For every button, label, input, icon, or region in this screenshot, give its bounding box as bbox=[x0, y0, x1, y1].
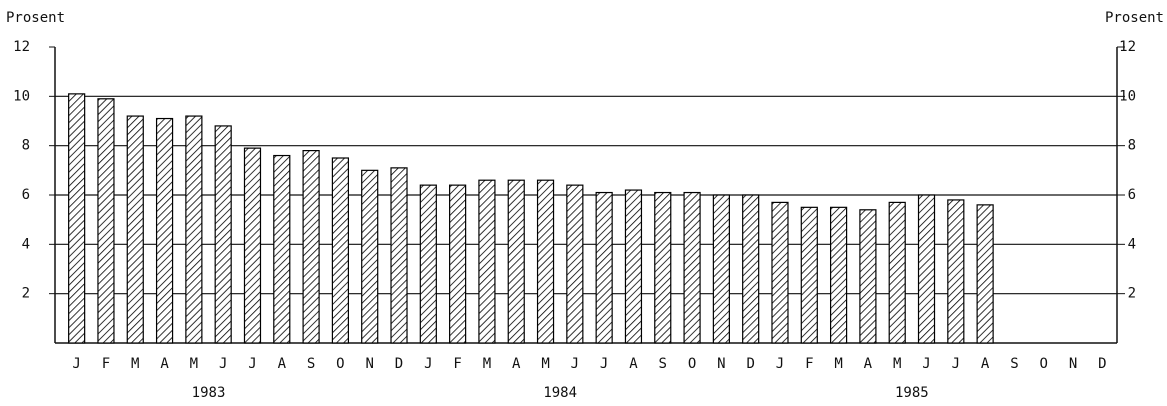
bar bbox=[419, 184, 437, 344]
x-tick-label: M bbox=[541, 356, 549, 372]
bar bbox=[155, 117, 174, 344]
bar bbox=[742, 194, 760, 344]
bar bbox=[331, 157, 350, 344]
x-tick-label: A bbox=[981, 356, 990, 372]
x-tick-label: D bbox=[746, 356, 754, 372]
bar bbox=[947, 199, 965, 344]
x-tick-label: O bbox=[1040, 356, 1048, 372]
y-tick-label: 6 bbox=[22, 187, 30, 203]
x-tick-label: N bbox=[717, 356, 725, 372]
x-tick-label: S bbox=[659, 356, 667, 372]
bar bbox=[976, 204, 994, 344]
y-tick-label: 12 bbox=[13, 39, 30, 55]
bar bbox=[595, 191, 613, 344]
bar bbox=[624, 189, 643, 344]
bar bbox=[712, 194, 730, 344]
x-tick-label: D bbox=[395, 356, 403, 372]
bar bbox=[449, 184, 467, 344]
bar bbox=[185, 115, 203, 344]
bar bbox=[478, 179, 496, 344]
x-tick-label: D bbox=[1098, 356, 1106, 372]
bar bbox=[566, 184, 584, 344]
x-tick-label: M bbox=[190, 356, 198, 372]
bar bbox=[68, 93, 86, 344]
x-tick-label: N bbox=[1069, 356, 1077, 372]
bar bbox=[243, 147, 262, 344]
bar bbox=[654, 191, 672, 344]
bar bbox=[97, 98, 115, 344]
x-tick-label: J bbox=[922, 356, 930, 372]
x-tick-label: O bbox=[688, 356, 696, 372]
bar bbox=[888, 201, 906, 344]
x-tick-label: J bbox=[600, 356, 608, 372]
x-tick-label: F bbox=[102, 356, 110, 372]
x-tick-label: S bbox=[1010, 356, 1018, 372]
y2-tick-label: 4 bbox=[1128, 236, 1136, 252]
x-tick-label: A bbox=[278, 356, 287, 372]
x-tick-label: M bbox=[893, 356, 901, 372]
x-tick-label: A bbox=[629, 356, 638, 372]
bar bbox=[214, 125, 232, 344]
bar bbox=[126, 115, 144, 344]
bar bbox=[273, 154, 291, 344]
bar bbox=[917, 194, 936, 344]
year-label: 1984 bbox=[543, 385, 577, 401]
x-tick-label: A bbox=[512, 356, 521, 372]
x-tick-label: J bbox=[776, 356, 784, 372]
bar bbox=[800, 206, 818, 344]
y-tick-label: 4 bbox=[22, 236, 30, 252]
y2-tick-label: 10 bbox=[1119, 88, 1136, 104]
x-tick-label: J bbox=[248, 356, 256, 372]
x-tick-label: N bbox=[365, 356, 373, 372]
bar bbox=[507, 179, 525, 344]
x-tick-label: J bbox=[72, 356, 80, 372]
bar bbox=[771, 201, 789, 344]
x-tick-label: J bbox=[952, 356, 960, 372]
bar bbox=[683, 191, 701, 344]
y-tick-label: 8 bbox=[22, 138, 30, 154]
bar bbox=[361, 169, 379, 344]
y-axis-label: Prosent bbox=[6, 10, 65, 26]
year-label: 1983 bbox=[192, 385, 226, 401]
bar bbox=[536, 179, 555, 344]
y2-tick-label: 6 bbox=[1128, 187, 1136, 203]
x-tick-label: A bbox=[864, 356, 873, 372]
x-tick-label: M bbox=[131, 356, 139, 372]
x-tick-label: M bbox=[483, 356, 491, 372]
y2-axis-label: Prosent bbox=[1105, 10, 1164, 26]
bar bbox=[859, 209, 877, 344]
x-tick-label: F bbox=[453, 356, 461, 372]
y2-tick-label: 2 bbox=[1128, 286, 1136, 302]
bar bbox=[302, 150, 320, 344]
x-tick-label: J bbox=[424, 356, 432, 372]
x-tick-label: O bbox=[336, 356, 344, 372]
x-tick-label: J bbox=[571, 356, 579, 372]
y2-tick-label: 8 bbox=[1128, 138, 1136, 154]
x-tick-label: A bbox=[160, 356, 169, 372]
y2-tick-label: 12 bbox=[1119, 39, 1136, 55]
bar bbox=[390, 167, 408, 344]
x-tick-label: S bbox=[307, 356, 315, 372]
x-tick-label: J bbox=[219, 356, 227, 372]
y-tick-label: 10 bbox=[13, 88, 30, 104]
bar bbox=[829, 206, 848, 344]
y-tick-label: 2 bbox=[22, 286, 30, 302]
year-label: 1985 bbox=[895, 385, 929, 401]
x-tick-label: F bbox=[805, 356, 813, 372]
x-tick-label: M bbox=[834, 356, 842, 372]
